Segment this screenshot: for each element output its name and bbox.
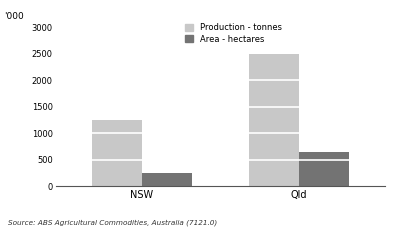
Text: Source: ABS Agricultural Commodities, Australia (7121.0): Source: ABS Agricultural Commodities, Au…: [8, 219, 217, 226]
Bar: [299, 152, 349, 186]
Legend: Production - tonnes, Area - hectares: Production - tonnes, Area - hectares: [185, 23, 282, 44]
Bar: [142, 173, 192, 186]
Text: '000: '000: [4, 12, 24, 21]
Bar: [249, 54, 299, 186]
Bar: [92, 120, 142, 186]
